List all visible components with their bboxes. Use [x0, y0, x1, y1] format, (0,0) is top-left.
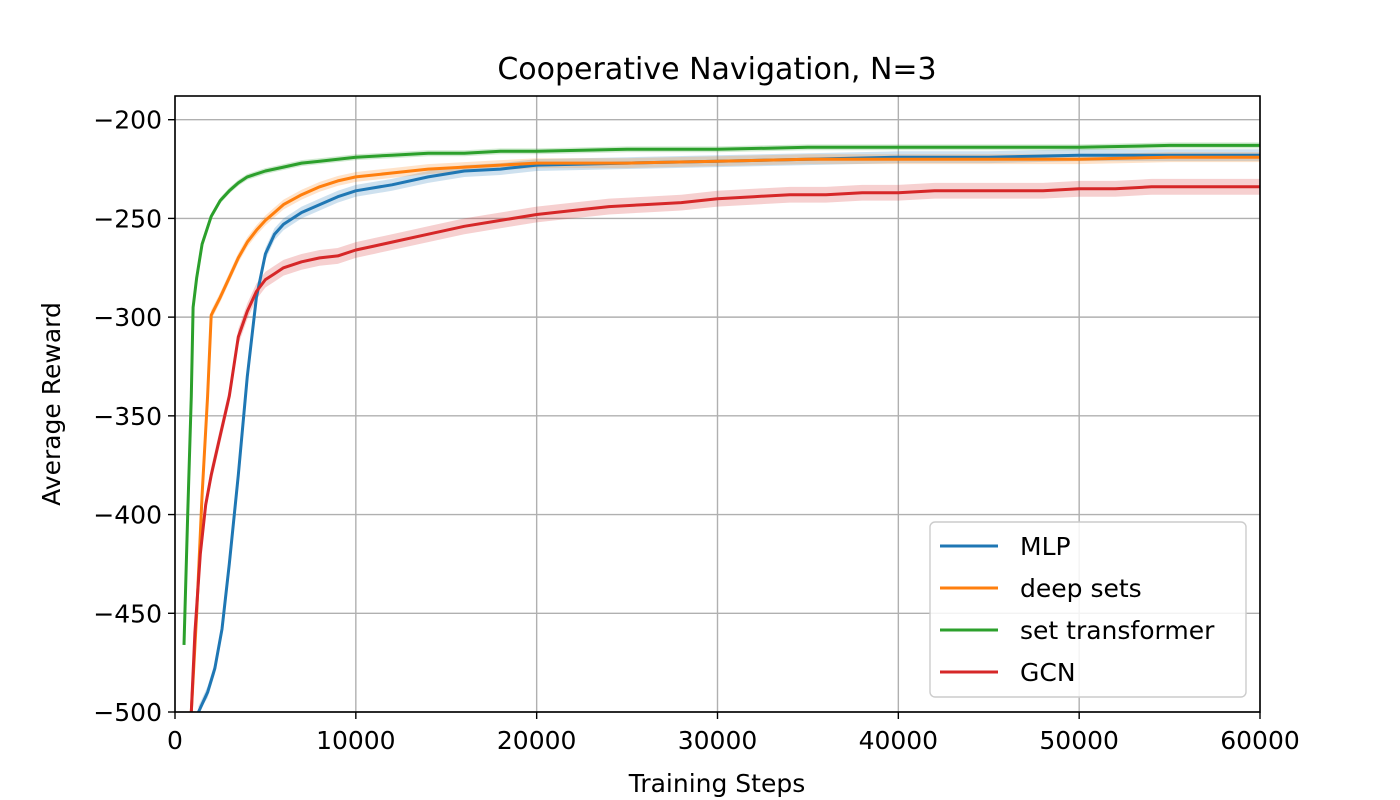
y-tick-label: −500	[93, 698, 162, 727]
chart-title: Cooperative Navigation, N=3	[497, 52, 936, 87]
series-line-gcn	[189, 185, 1260, 713]
y-tick-label: −400	[93, 501, 162, 530]
y-tick-label: −200	[93, 106, 162, 135]
y-tick-label: −250	[93, 204, 162, 233]
x-tick-label: 60000	[1220, 726, 1300, 755]
y-axis-label: Average Reward	[37, 302, 66, 506]
x-tick-label: 30000	[678, 726, 758, 755]
legend-box	[929, 521, 1247, 698]
x-tick-label: 40000	[859, 726, 939, 755]
band-mlp	[198, 149, 1261, 713]
axis-ticks: 0 10000 20000 30000 40000 50000 60000 −200 −250 −…	[93, 106, 1299, 755]
legend-label: deep sets	[1020, 574, 1142, 603]
series-line-deep-sets	[189, 155, 1260, 713]
x-axis-label: Training Steps	[628, 769, 806, 798]
x-tick-label: 0	[167, 726, 183, 755]
y-tick-label: −350	[93, 402, 162, 431]
confidence-bands	[184, 142, 1261, 713]
y-tick-label: −300	[93, 303, 162, 332]
legend: MLP deep sets set transformer GCN	[929, 521, 1247, 698]
series-lines	[182, 143, 1260, 713]
x-tick-label: 20000	[497, 726, 577, 755]
x-tick-label: 50000	[1039, 726, 1119, 755]
legend-label: GCN	[1020, 658, 1076, 687]
x-tick-label: 10000	[316, 726, 396, 755]
legend-label: set transformer	[1020, 616, 1215, 645]
y-tick-label: −450	[93, 599, 162, 628]
series-line-set-transformer	[182, 143, 1260, 645]
legend-label: MLP	[1020, 532, 1071, 561]
